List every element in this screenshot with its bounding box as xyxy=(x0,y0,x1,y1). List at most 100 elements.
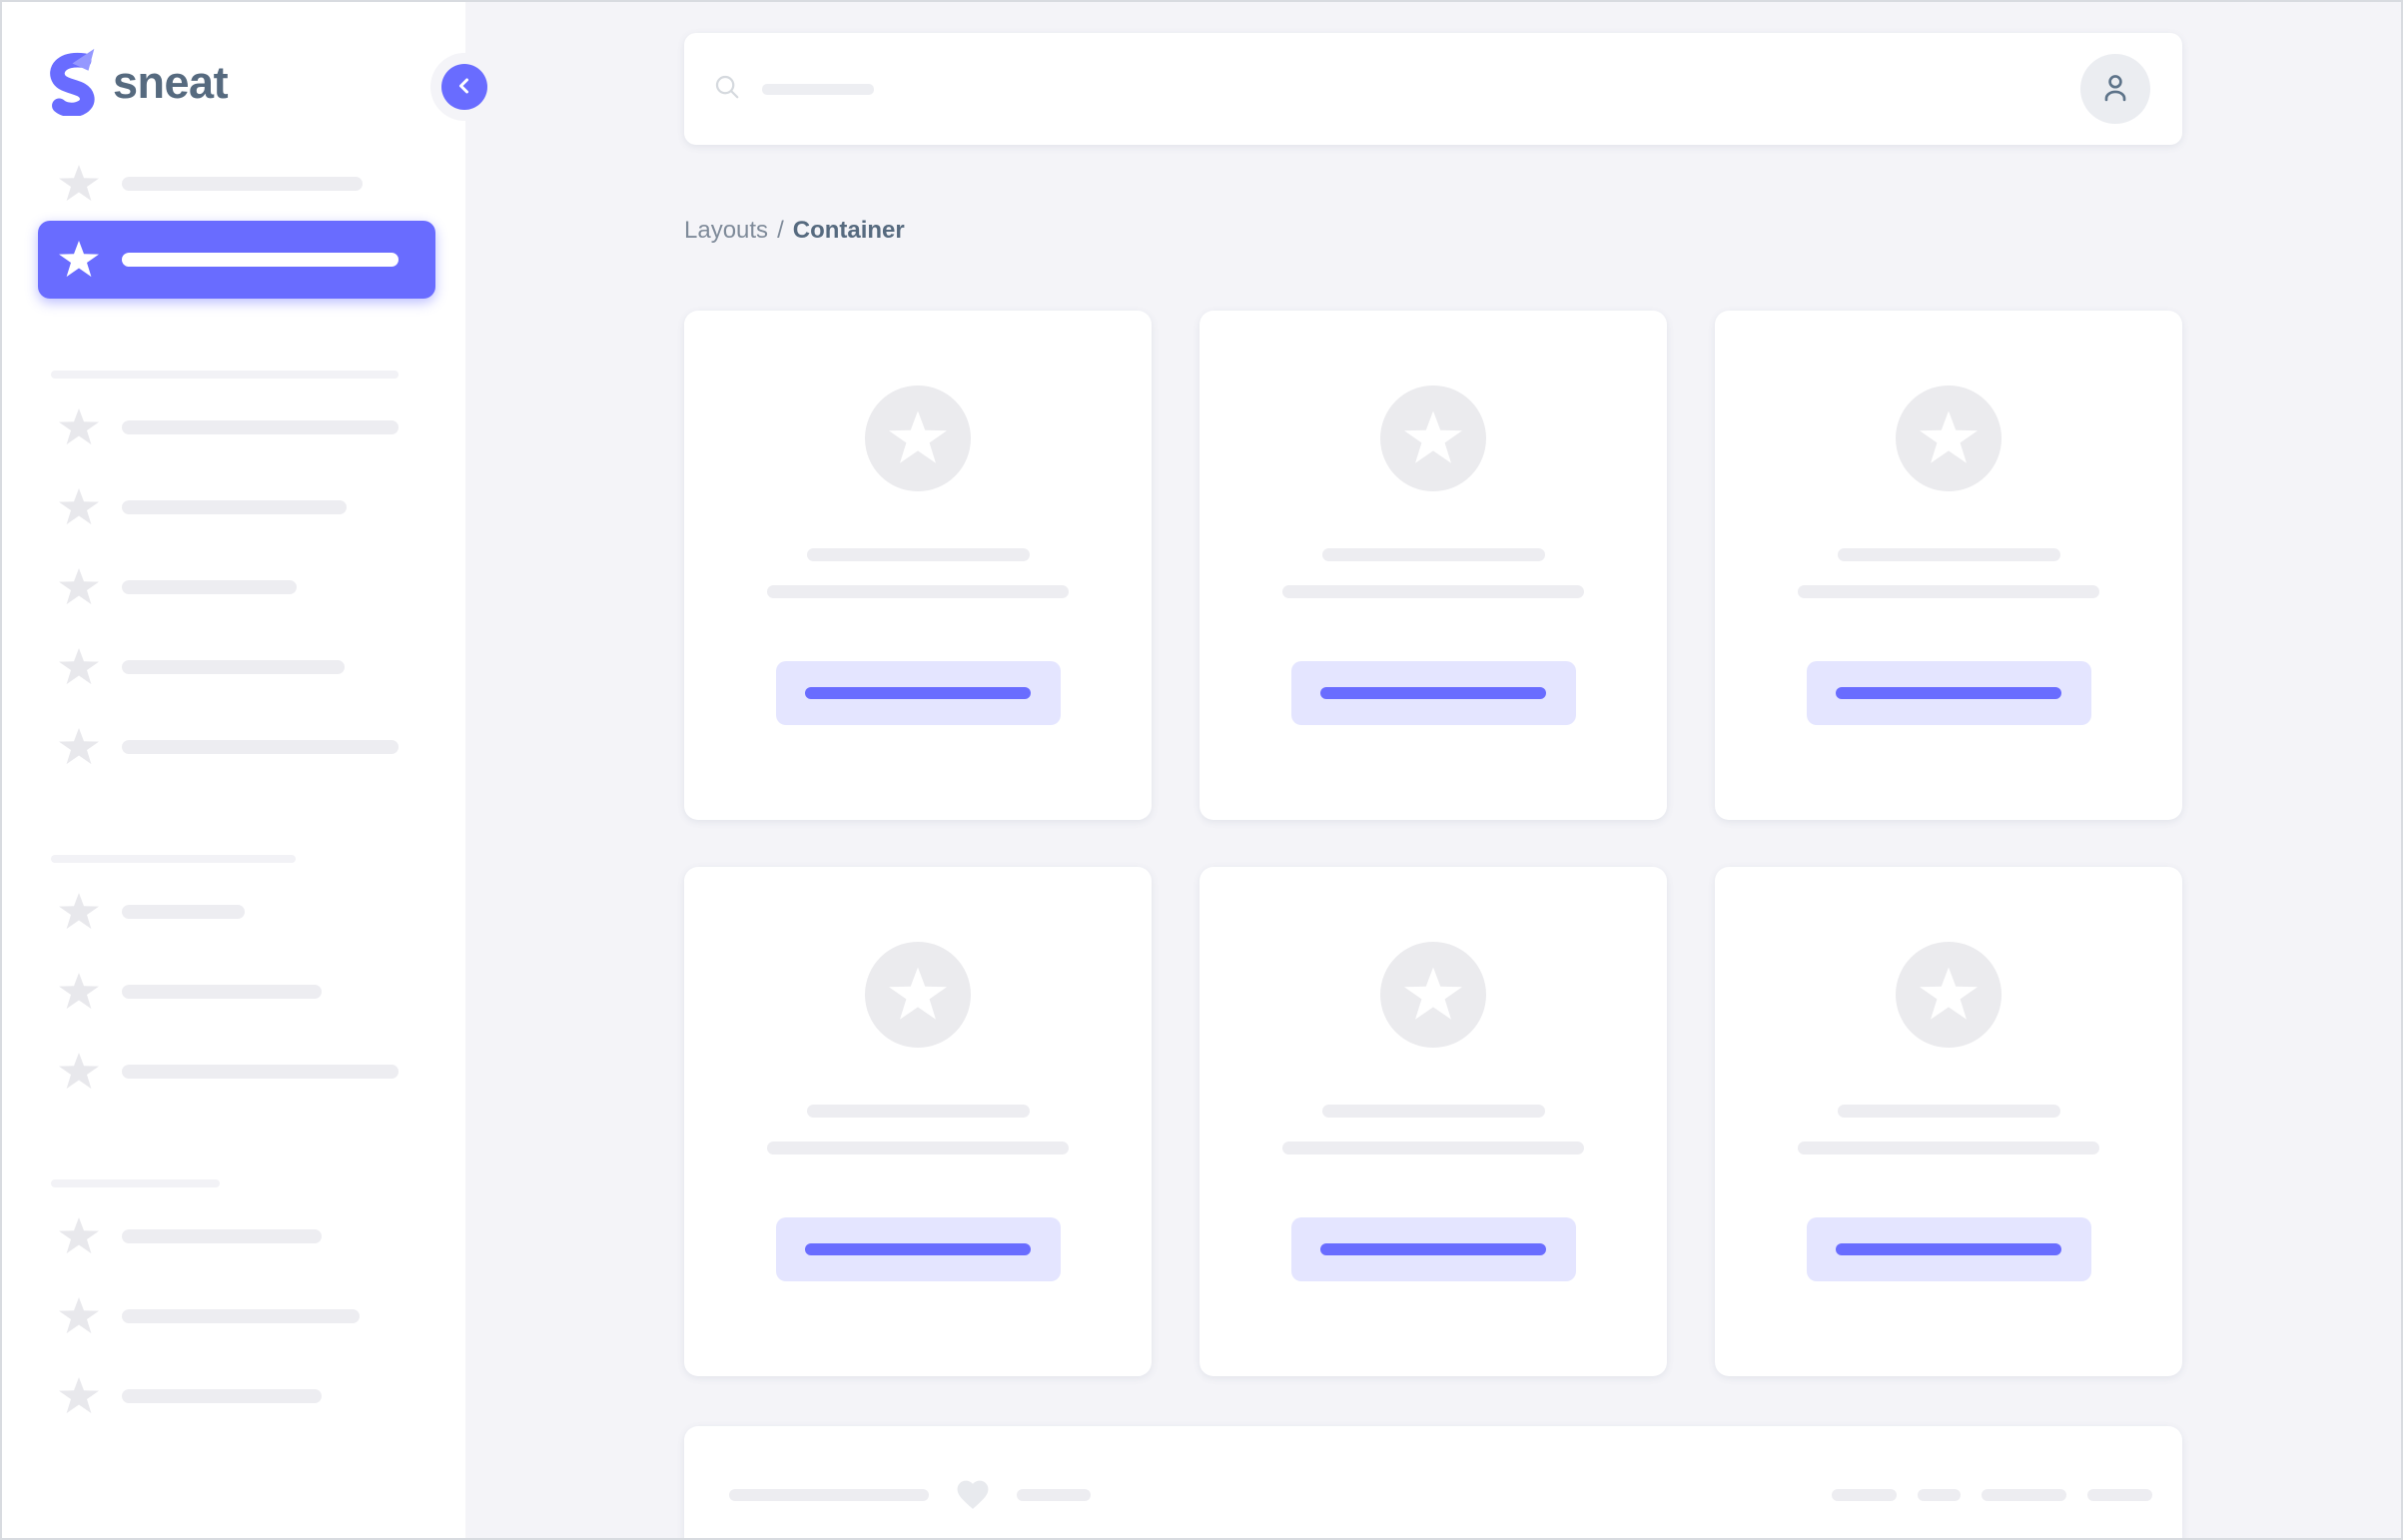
skeleton-bar xyxy=(806,1105,1030,1118)
sidebar-collapse-button[interactable] xyxy=(441,64,487,110)
skeleton-bar xyxy=(122,985,322,999)
button-skeleton[interactable] xyxy=(1290,661,1576,725)
content-card xyxy=(1200,311,1667,820)
bottom-card xyxy=(684,1426,2182,1538)
skeleton-bar xyxy=(1798,585,2099,598)
search-input[interactable] xyxy=(712,33,2080,145)
breadcrumb-separator: / xyxy=(777,217,784,244)
skeleton-bar xyxy=(122,580,297,594)
person-icon xyxy=(2096,69,2134,110)
star-icon xyxy=(1404,410,1462,463)
star-icon xyxy=(1404,967,1462,1020)
brand-name: sneat xyxy=(113,57,229,108)
sidebar-item[interactable] xyxy=(2,563,465,611)
skeleton-bar xyxy=(729,1488,929,1501)
skeleton-bar xyxy=(122,1389,322,1403)
skeleton-bar xyxy=(122,1229,322,1243)
skeleton-bar xyxy=(1321,548,1545,561)
sidebar-item[interactable] xyxy=(2,723,465,771)
skeleton-bar xyxy=(122,740,399,754)
sidebar-item[interactable] xyxy=(2,888,465,936)
star-icon xyxy=(59,648,99,685)
star-icon xyxy=(59,893,99,930)
button-skeleton[interactable] xyxy=(775,661,1061,725)
skeleton-bar xyxy=(122,660,345,674)
skeleton-bar xyxy=(1982,1488,2066,1501)
avatar xyxy=(1896,385,2002,491)
skeleton-bar xyxy=(1320,687,1546,699)
sidebar-item[interactable] xyxy=(2,968,465,1016)
star-icon xyxy=(59,408,99,445)
sidebar-item[interactable] xyxy=(2,1292,465,1340)
skeleton-bar xyxy=(122,420,399,434)
card-grid xyxy=(684,311,2182,1376)
skeleton-bar xyxy=(1017,1488,1091,1501)
search-placeholder-skeleton xyxy=(762,83,874,95)
sidebar-item[interactable] xyxy=(2,403,465,451)
top-navbar xyxy=(684,33,2182,145)
star-icon xyxy=(59,488,99,525)
content-card xyxy=(1200,867,1667,1376)
sidebar-item[interactable] xyxy=(2,1212,465,1260)
star-icon xyxy=(59,1377,99,1414)
skeleton-bar xyxy=(1918,1488,1961,1501)
avatar xyxy=(1896,942,2002,1048)
skeleton-bar xyxy=(767,585,1069,598)
sidebar-item[interactable] xyxy=(2,1372,465,1420)
avatar xyxy=(865,385,971,491)
skeleton-bar xyxy=(122,905,245,919)
sidebar: sneat xyxy=(2,2,487,1538)
skeleton-bar xyxy=(122,500,347,514)
content-card xyxy=(1715,311,2182,820)
star-icon xyxy=(889,410,947,463)
sidebar-item[interactable] xyxy=(2,483,465,531)
skeleton-bar xyxy=(1832,1488,1897,1501)
star-icon xyxy=(59,165,99,202)
star-icon xyxy=(59,1053,99,1090)
button-skeleton[interactable] xyxy=(775,1217,1061,1281)
button-skeleton[interactable] xyxy=(1290,1217,1576,1281)
brand: sneat xyxy=(45,46,229,121)
sneat-logo-icon xyxy=(45,46,97,121)
button-skeleton[interactable] xyxy=(1806,1217,2091,1281)
chevron-left-icon xyxy=(452,74,476,101)
heart-icon xyxy=(953,1476,993,1513)
skeleton-bar xyxy=(806,548,1030,561)
star-icon xyxy=(59,1217,99,1254)
bottom-card-left-group xyxy=(729,1476,1091,1513)
star-icon xyxy=(1920,967,1978,1020)
skeleton-bar xyxy=(122,1065,399,1079)
sidebar-item-active[interactable] xyxy=(38,221,435,299)
skeleton-bar xyxy=(1836,687,2061,699)
sidebar-section-divider xyxy=(51,855,296,863)
skeleton-bar xyxy=(1836,1243,2061,1255)
skeleton-bar xyxy=(805,687,1031,699)
sidebar-item[interactable] xyxy=(2,160,465,208)
skeleton-bar xyxy=(1837,548,2060,561)
skeleton-bar xyxy=(1321,1105,1545,1118)
star-icon xyxy=(59,1297,99,1334)
user-avatar-button[interactable] xyxy=(2080,54,2150,124)
main-area: Layouts / Container xyxy=(465,2,2401,1538)
skeleton-bar xyxy=(2087,1488,2152,1501)
skeleton-bar xyxy=(122,253,399,267)
skeleton-bar xyxy=(122,1309,360,1323)
sidebar-section-divider xyxy=(51,371,399,379)
pagination-skeleton-group xyxy=(1832,1488,2152,1501)
skeleton-bar xyxy=(1798,1142,2099,1155)
star-icon xyxy=(1920,410,1978,463)
breadcrumb-parent[interactable]: Layouts xyxy=(684,217,769,244)
star-icon xyxy=(889,967,947,1020)
sidebar-item[interactable] xyxy=(2,643,465,691)
skeleton-bar xyxy=(767,1142,1069,1155)
avatar xyxy=(1380,942,1486,1048)
sidebar-item[interactable] xyxy=(2,1048,465,1096)
skeleton-bar xyxy=(122,177,363,191)
button-skeleton[interactable] xyxy=(1806,661,2091,725)
avatar xyxy=(1380,385,1486,491)
bottom-card-row xyxy=(729,1476,2152,1513)
skeleton-bar xyxy=(1320,1243,1546,1255)
breadcrumb: Layouts / Container xyxy=(684,217,2182,245)
star-icon xyxy=(59,728,99,765)
